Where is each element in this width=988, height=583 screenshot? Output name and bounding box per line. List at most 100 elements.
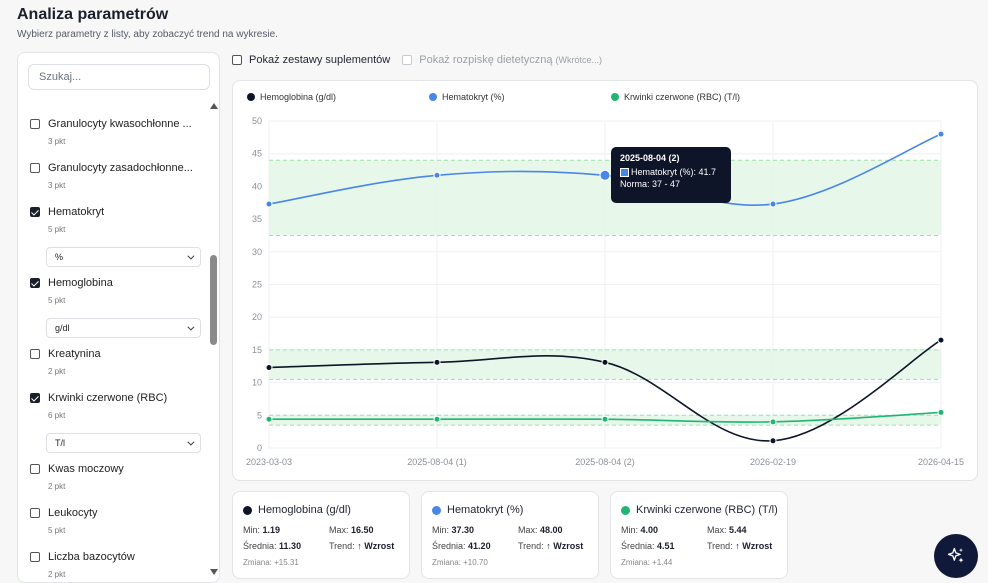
diet-toggle: Pokaż rozpiskę dietetyczną (Wkrótce...) bbox=[402, 54, 602, 66]
data-point bbox=[265, 415, 273, 423]
parameter-sidebar: Granulocyty kwasochłonne ... 3 pkt Granu… bbox=[17, 52, 220, 583]
param-points: 5 pkt bbox=[48, 225, 66, 234]
param-checkbox[interactable] bbox=[30, 552, 40, 562]
data-point bbox=[433, 415, 441, 423]
unit-select-hematokryt[interactable]: % bbox=[46, 247, 201, 267]
stat-card-rbc: Krwinki czerwone (RBC) (T/l) Min: 4.00 M… bbox=[610, 491, 788, 579]
y-tick-label: 30 bbox=[252, 247, 262, 257]
search-input[interactable] bbox=[28, 64, 210, 90]
stat-dot bbox=[621, 505, 630, 515]
data-point bbox=[433, 358, 441, 366]
stat-title: Krwinki czerwone (RBC) (T/l) bbox=[636, 504, 778, 516]
scrollbar-thumb[interactable] bbox=[210, 255, 217, 345]
data-point bbox=[769, 418, 777, 426]
chevron-down-icon bbox=[187, 323, 195, 331]
y-tick-label: 35 bbox=[252, 214, 262, 224]
series-line bbox=[268, 339, 942, 442]
x-tick-label: 2023-03-03 bbox=[246, 457, 292, 467]
y-tick-label: 5 bbox=[257, 410, 262, 420]
tooltip-swatch bbox=[620, 167, 629, 177]
y-tick-label: 40 bbox=[252, 181, 262, 191]
unit-value: T/l bbox=[55, 438, 65, 448]
sparkles-icon bbox=[947, 547, 964, 563]
diet-checkbox bbox=[402, 55, 413, 65]
y-tick-label: 15 bbox=[252, 345, 262, 355]
data-point bbox=[769, 200, 777, 208]
param-points: 6 pkt bbox=[48, 411, 66, 420]
legend-label: Krwinki czerwone (RBC) (T/l) bbox=[624, 92, 741, 102]
param-checkbox[interactable] bbox=[30, 393, 40, 403]
legend-dot bbox=[247, 93, 255, 101]
data-point bbox=[937, 408, 945, 416]
data-point bbox=[599, 169, 611, 181]
parameter-list: Granulocyty kwasochłonne ... 3 pkt Granu… bbox=[18, 97, 219, 582]
param-checkbox[interactable] bbox=[30, 349, 40, 359]
supplements-checkbox[interactable] bbox=[232, 55, 242, 65]
param-item[interactable]: Krwinki czerwone (RBC) 6 pkt bbox=[30, 391, 210, 420]
param-item[interactable]: Kreatynina 2 pkt bbox=[30, 347, 210, 376]
tooltip-title: 2025-08-04 (2) bbox=[620, 153, 680, 163]
unit-select-hemoglobina[interactable]: g/dl bbox=[46, 318, 201, 338]
param-name: Hemoglobina bbox=[48, 277, 113, 289]
diet-label: Pokaż rozpiskę dietetyczną bbox=[419, 54, 553, 66]
scroll-down-arrow-icon[interactable] bbox=[210, 569, 218, 575]
legend-item-hematokryt[interactable]: Hematokryt (%) bbox=[429, 92, 505, 102]
stat-min: Min: 1.19 bbox=[243, 525, 281, 535]
param-name: Granulocyty kwasochłonne ... bbox=[48, 118, 192, 130]
data-point bbox=[265, 200, 273, 208]
param-name: Kwas moczowy bbox=[48, 463, 124, 475]
data-point bbox=[937, 130, 945, 138]
trend-chart[interactable]: 0 5 10 15 20 25 30 35 40 45 50 2023-03-03 2025-08-04… bbox=[233, 81, 979, 482]
stat-max: Max: 16.50 bbox=[329, 525, 374, 535]
legend-label: Hematokryt (%) bbox=[442, 92, 505, 102]
param-item[interactable]: Kwas moczowy 2 pkt bbox=[30, 462, 210, 491]
supplements-toggle[interactable]: Pokaż zestawy suplementów bbox=[232, 54, 390, 66]
supplements-label: Pokaż zestawy suplementów bbox=[249, 54, 391, 66]
chart-card: 0 5 10 15 20 25 30 35 40 45 50 2023-03-03 2025-08-04… bbox=[232, 80, 978, 481]
scroll-up-arrow-icon[interactable] bbox=[210, 103, 218, 109]
param-item[interactable]: Granulocyty kwasochłonne ... 3 pkt bbox=[30, 117, 210, 146]
param-item[interactable]: Leukocyty 5 pkt bbox=[30, 506, 210, 535]
unit-value: % bbox=[55, 252, 64, 262]
param-name: Leukocyty bbox=[48, 507, 98, 519]
page-subtitle: Wybierz parametry z listy, aby zobaczyć … bbox=[17, 29, 278, 40]
param-checkbox[interactable] bbox=[30, 163, 40, 173]
param-checkbox[interactable] bbox=[30, 464, 40, 474]
param-item[interactable]: Granulocyty zasadochłonne... 3 pkt bbox=[30, 161, 210, 190]
legend-label: Hemoglobina (g/dl) bbox=[260, 92, 337, 102]
param-item[interactable]: Hematokryt 5 pkt bbox=[30, 205, 210, 234]
ai-assistant-button[interactable] bbox=[934, 534, 978, 578]
diet-soon-label: (Wkrótce...) bbox=[555, 55, 603, 65]
stat-trend: Trend: ↑ Wzrost bbox=[707, 541, 773, 551]
x-tick-label: 2026-02-19 bbox=[750, 457, 796, 467]
data-point bbox=[265, 364, 273, 372]
stat-avg: Średnia: 4.51 bbox=[621, 541, 675, 551]
param-checkbox[interactable] bbox=[30, 119, 40, 129]
page-title: Analiza parametrów bbox=[17, 6, 169, 23]
param-name: Granulocyty zasadochłonne... bbox=[48, 162, 193, 174]
legend-item-rbc[interactable]: Krwinki czerwone (RBC) (T/l) bbox=[611, 92, 740, 102]
stat-change: Zmiana: +10.70 bbox=[432, 558, 488, 567]
param-item[interactable]: Liczba bazocytów 2 pkt bbox=[30, 550, 210, 579]
param-points: 3 pkt bbox=[48, 181, 66, 190]
unit-value: g/dl bbox=[55, 323, 70, 333]
legend-item-hemoglobina[interactable]: Hemoglobina (g/dl) bbox=[247, 92, 336, 102]
stat-trend: Trend: ↑ Wzrost bbox=[329, 541, 395, 551]
chevron-down-icon bbox=[187, 252, 195, 260]
param-checkbox[interactable] bbox=[30, 207, 40, 217]
unit-select-rbc[interactable]: T/l bbox=[46, 433, 201, 453]
data-point bbox=[601, 415, 609, 423]
param-item[interactable]: Hemoglobina 5 pkt bbox=[30, 276, 210, 305]
param-checkbox[interactable] bbox=[30, 508, 40, 518]
stat-min: Min: 37.30 bbox=[432, 525, 475, 535]
chart-options: Pokaż zestawy suplementów Pokaż rozpiskę… bbox=[232, 53, 602, 67]
stat-title: Hematokryt (%) bbox=[447, 504, 524, 516]
legend-dot bbox=[611, 93, 619, 101]
y-tick-label: 25 bbox=[252, 280, 262, 290]
chevron-down-icon bbox=[187, 438, 195, 446]
param-points: 3 pkt bbox=[48, 137, 66, 146]
param-checkbox[interactable] bbox=[30, 278, 40, 288]
stat-card-hemoglobina: Hemoglobina (g/dl) Min: 1.19 Max: 16.50 … bbox=[232, 491, 410, 579]
y-tick-label: 0 bbox=[257, 443, 262, 453]
stat-max: Max: 48.00 bbox=[518, 525, 563, 535]
